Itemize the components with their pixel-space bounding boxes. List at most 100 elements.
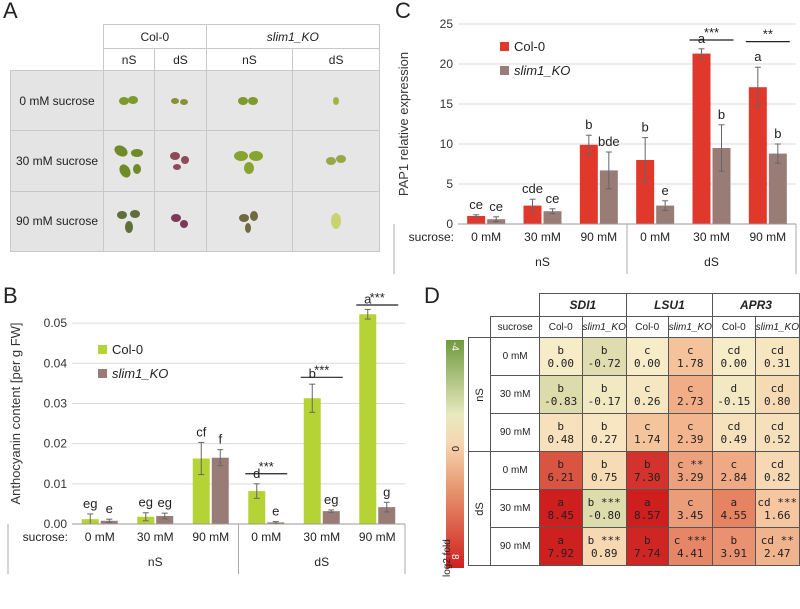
heatmap-cell: cd ** 2.47 <box>754 527 800 566</box>
significance-letter: e <box>662 183 669 198</box>
category-label: 0 mM <box>471 230 501 244</box>
cell-letter: b <box>643 457 651 471</box>
seedling-photo <box>154 69 207 132</box>
heatmap-cell: c 2.39 <box>667 413 713 452</box>
heatmap-cell: b 0.75 <box>581 451 627 490</box>
cell-value: 0.49 <box>720 432 748 446</box>
category-label: 90 mM <box>192 530 229 544</box>
significance-letter: eg <box>83 496 97 511</box>
cell-letter: c <box>643 419 651 433</box>
legend-label: Col-0 <box>112 342 143 357</box>
bar-col0 <box>248 491 266 524</box>
heatmap-cell: c ** 3.29 <box>667 451 713 490</box>
heatmap-cell: c 0.00 <box>625 337 669 376</box>
cell-letter: c <box>686 381 694 395</box>
significance-letter: f <box>218 432 222 447</box>
panel-d-heatmap: SDI1 LSU1 APR3 sucrose Col-0 slim1_KO Co… <box>442 293 800 577</box>
cell-value: 0.48 <box>547 432 574 446</box>
cell-letter: b <box>557 343 565 357</box>
y-tick-label: 0.04 <box>44 356 68 370</box>
row-label: 0 mM <box>490 337 540 376</box>
panel-a-photo-grid: Col-0 slim1_KO nS dS nS dS 0 mM sucrose … <box>10 24 381 253</box>
seedling-photo <box>102 130 156 192</box>
seedling-photo <box>205 130 294 192</box>
y-tick-label: 0.03 <box>44 396 68 410</box>
heatmap-row: 30 mM a 8.45 b *** -0.80 a 8.57 c 3.45 a 4.55 cd **… <box>444 489 800 528</box>
heatmap-cell: b 0.27 <box>581 413 627 452</box>
heatmap-cell: cd 0.49 <box>711 413 756 452</box>
y-tick-label: 5 <box>446 177 453 191</box>
heatmap-cell: c 3.45 <box>667 489 713 528</box>
cell-value: 0.26 <box>634 394 661 408</box>
cell-value: 2.39 <box>677 432 704 446</box>
genotype-subheader: Col-0 <box>711 316 756 338</box>
legend-label: Col-0 <box>514 39 545 54</box>
scale-label-top: -4 <box>449 342 460 351</box>
cell-value: 3.29 <box>677 470 704 484</box>
significance-letter: bde <box>598 134 620 149</box>
heatmap-cell: b 7.30 <box>625 451 669 490</box>
panel-a-letter: A <box>3 0 18 23</box>
bar-slim1 <box>211 457 229 524</box>
heatmap-cell: c 2.73 <box>667 375 713 414</box>
significance-letter: b <box>309 366 316 381</box>
y-tick-label: 15 <box>440 97 454 111</box>
significance-letter: eg <box>324 492 338 507</box>
cell-letter: cd <box>727 343 741 357</box>
heatmap-row: dS 0 mM b 6.21 b 0.75 b 7.30 c ** 3.29 c 2.84 cd 0.82 <box>444 451 800 566</box>
bar-slim1 <box>656 205 675 224</box>
seedling-photo <box>154 130 207 192</box>
bar-col0 <box>467 216 486 224</box>
cell-value: 2.73 <box>677 394 704 408</box>
bar-col0 <box>579 144 598 224</box>
cell-value: 0.80 <box>764 394 791 408</box>
group-label-text: nS <box>473 387 486 402</box>
significance-letter: eg <box>139 495 153 510</box>
color-scale-bar: -4 0 8 <box>446 340 464 568</box>
bar-slim1 <box>322 511 340 524</box>
significance-letter: a <box>698 31 706 46</box>
bar-col0 <box>303 398 321 524</box>
category-label: 90 mM <box>749 230 786 244</box>
group-label: nS <box>535 255 550 269</box>
cell-letter: b *** <box>587 533 621 547</box>
genotype-header-slim1: slim1_KO <box>205 24 381 49</box>
y-tick-label: 10 <box>440 137 454 151</box>
cell-value: 0.31 <box>764 356 791 370</box>
y-tick-label: 20 <box>440 57 454 71</box>
category-label: 30 mM <box>524 230 561 244</box>
cell-value: -0.15 <box>717 394 751 408</box>
category-label: 90 mM <box>359 530 396 544</box>
row-label: 30 mM <box>490 489 540 528</box>
seedling-photo <box>205 190 294 253</box>
y-axis-label: Anthocyanin content [per g FW] <box>8 322 23 504</box>
y-tick-label: 0.02 <box>44 437 68 451</box>
cell-letter: b <box>600 457 608 471</box>
panel-b-letter: B <box>3 283 18 308</box>
heatmap-cell: cd 0.31 <box>754 337 800 376</box>
condition-header: dS <box>292 48 380 71</box>
legend-label: slim1_KO <box>514 63 570 78</box>
cell-letter: b *** <box>587 495 621 509</box>
cell-letter: b <box>730 533 738 547</box>
significance-letter: b <box>774 126 781 141</box>
cell-value: 7.74 <box>634 546 661 560</box>
panel-d-letter: D <box>424 283 440 308</box>
significance-letter: ce <box>546 191 560 206</box>
y-tick-label: 0.00 <box>44 517 68 531</box>
seedling-photo <box>102 69 156 132</box>
genotype-subheader: slim1_KO <box>667 316 713 338</box>
y-axis-label: PAP1 relative expression <box>396 52 411 196</box>
cell-letter: a <box>557 533 565 547</box>
cell-letter: d <box>730 381 738 395</box>
condition-header: dS <box>154 48 207 71</box>
legend-swatch <box>500 42 509 51</box>
category-label: 30 mM <box>693 230 730 244</box>
heatmap-cell: b 7.74 <box>625 527 669 566</box>
cell-letter: c <box>643 381 651 395</box>
bar-col0 <box>692 53 711 224</box>
cell-value: 1.78 <box>677 356 704 370</box>
significance-letter: a <box>754 49 762 64</box>
cell-letter: b <box>600 419 608 433</box>
genotype-subheader: Col-0 <box>538 316 583 338</box>
